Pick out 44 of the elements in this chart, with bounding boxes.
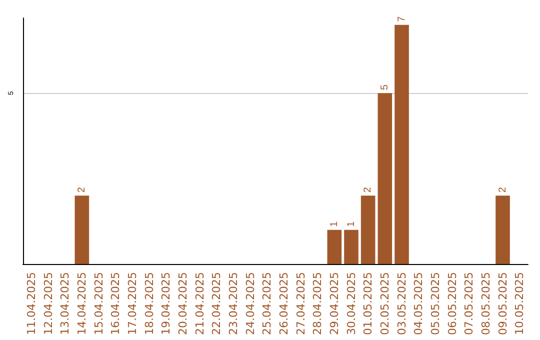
x-tick-label: 08.05.2025 [479,272,492,336]
data-label: 2 [497,186,508,193]
bar [344,230,358,264]
x-tick-label: 20.04.2025 [176,272,190,336]
bar [394,24,409,264]
x-tick-label: 06.05.2025 [446,272,459,336]
x-tick-label: 10.05.2025 [513,272,526,336]
x-tick-label: 13.04.2025 [58,272,72,336]
x-tick-label: 05.05.2025 [428,272,442,336]
x-tick-label: 25.04.2025 [260,272,274,336]
x-tick-label: 17.04.2025 [126,272,139,336]
x-tick-label: 22.04.2025 [210,272,224,336]
data-label: 2 [76,186,88,193]
x-tick-label: 21.04.2025 [193,272,206,336]
data-label: 1 [346,220,357,227]
x-tick-label: 02.05.2025 [378,272,392,336]
bar [496,196,510,264]
x-tick-label: 03.05.2025 [395,272,408,336]
x-tick-label: 09.05.2025 [496,272,510,336]
bar [74,196,90,264]
x-tick-label: 19.04.2025 [160,272,173,336]
x-tick-label: 30.04.2025 [344,272,358,336]
bar [378,93,392,264]
x-tick-label: 24.04.2025 [244,272,257,336]
bar [360,196,376,264]
data-label: 5 [379,84,390,90]
x-tick-label: 23.04.2025 [226,272,240,336]
x-tick-label: 18.04.2025 [142,272,156,336]
x-tick-label: 16.04.2025 [109,272,122,336]
x-tick-label: 26.04.2025 [277,272,290,336]
x-tick-label: 29.04.2025 [328,272,341,336]
x-tick-label: 07.05.2025 [462,272,476,336]
x-tick-label: 11.04.2025 [24,272,38,336]
x-tick-label: 28.04.2025 [311,272,324,336]
data-label: 2 [362,186,374,193]
x-tick-label: 04.05.2025 [412,272,426,336]
x-tick-label: 14.04.2025 [75,272,88,336]
bar [327,230,342,264]
data-label: 7 [396,16,408,22]
x-tick-label: 01.05.2025 [362,272,375,336]
data-label: 1 [328,220,340,227]
x-tick-label: 15.04.2025 [92,272,106,336]
x-tick-label: 27.04.2025 [294,272,308,336]
x-tick-label: 12.04.2025 [42,272,55,336]
